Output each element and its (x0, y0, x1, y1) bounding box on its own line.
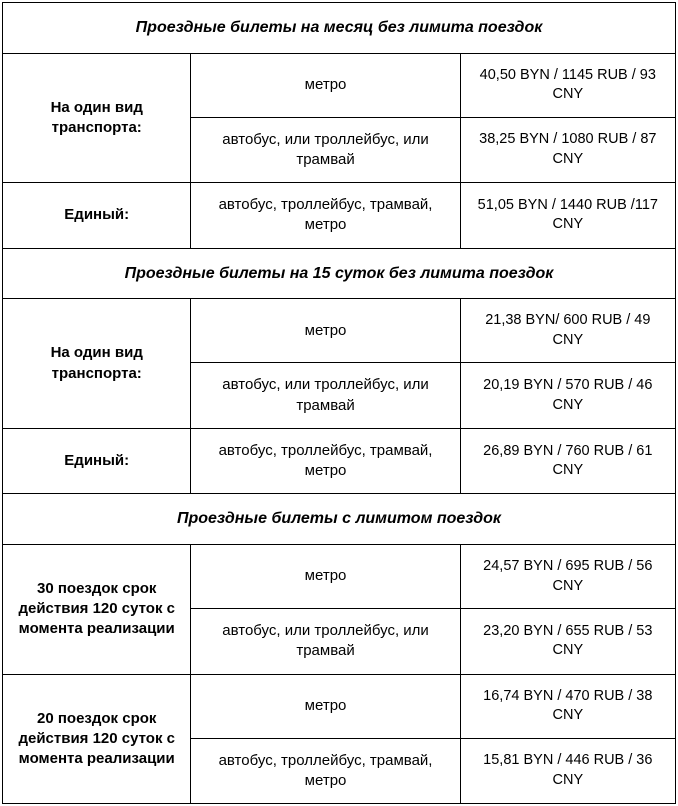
fare-table-body: Проездные билеты на месяц без лимита пое… (3, 3, 676, 804)
transport-desc: автобус, или троллейбус, или трамвай (191, 363, 460, 429)
transport-desc: метро (191, 299, 460, 363)
group-label: На один вид транспорта: (3, 53, 191, 183)
table-row: 30 поездок срок действия 120 суток с мом… (3, 545, 676, 609)
table-row: Единый:автобус, троллейбус, трамвай, мет… (3, 183, 676, 249)
group-label: 30 поездок срок действия 120 суток с мом… (3, 545, 191, 675)
table-row: На один вид транспорта:метро40,50 BYN / … (3, 53, 676, 117)
transport-desc: метро (191, 53, 460, 117)
fare-table: Проездные билеты на месяц без лимита пое… (2, 2, 676, 804)
table-row: На один вид транспорта:метро21,38 BYN/ 6… (3, 299, 676, 363)
price-cell: 20,19 BYN / 570 RUB / 46 CNY (460, 363, 675, 429)
table-row: Единый:автобус, троллейбус, трамвай, мет… (3, 428, 676, 494)
section-header: Проездные билеты на месяц без лимита пое… (3, 3, 676, 54)
price-cell: 15,81 BYN / 446 RUB / 36 CNY (460, 738, 675, 804)
transport-desc: автобус, или троллейбус, или трамвай (191, 609, 460, 675)
transport-desc: автобус, или троллейбус, или трамвай (191, 117, 460, 183)
group-label: Единый: (3, 183, 191, 249)
price-cell: 16,74 BYN / 470 RUB / 38 CNY (460, 674, 675, 738)
group-label: 20 поездок срок действия 120 суток с мом… (3, 674, 191, 804)
price-cell: 38,25 BYN / 1080 RUB / 87 CNY (460, 117, 675, 183)
price-cell: 23,20 BYN / 655 RUB / 53 CNY (460, 609, 675, 675)
price-cell: 21,38 BYN/ 600 RUB / 49 CNY (460, 299, 675, 363)
group-label: Единый: (3, 428, 191, 494)
section-header: Проездные билеты на 15 суток без лимита … (3, 248, 676, 299)
transport-desc: метро (191, 545, 460, 609)
price-cell: 24,57 BYN / 695 RUB / 56 CNY (460, 545, 675, 609)
price-cell: 40,50 BYN / 1145 RUB / 93 CNY (460, 53, 675, 117)
price-cell: 26,89 BYN / 760 RUB / 61 CNY (460, 428, 675, 494)
transport-desc: автобус, троллейбус, трамвай, метро (191, 738, 460, 804)
price-cell: 51,05 BYN / 1440 RUB /117 CNY (460, 183, 675, 249)
transport-desc: автобус, троллейбус, трамвай, метро (191, 428, 460, 494)
transport-desc: автобус, троллейбус, трамвай, метро (191, 183, 460, 249)
transport-desc: метро (191, 674, 460, 738)
section-header: Проездные билеты с лимитом поездок (3, 494, 676, 545)
table-row: 20 поездок срок действия 120 суток с мом… (3, 674, 676, 738)
group-label: На один вид транспорта: (3, 299, 191, 429)
